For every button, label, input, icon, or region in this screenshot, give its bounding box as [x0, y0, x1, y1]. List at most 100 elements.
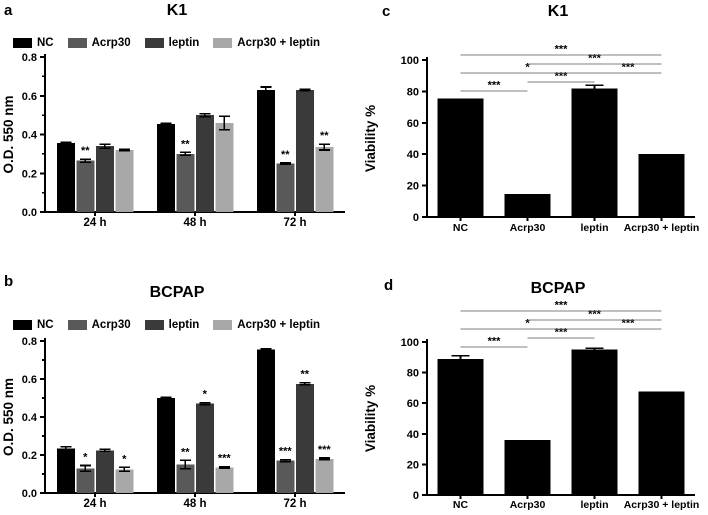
legend-swatch	[13, 320, 32, 330]
bar-a-Acrp30leptin-72h	[315, 147, 334, 212]
bar-b-leptin-48h	[195, 403, 214, 493]
panel-d-chart: 0 20 40 60 80 100 Viability % NC Acrp30 leptin Acr…	[363, 300, 700, 512]
panel-c-chart: 0 20 40 60 80 100 Viability % NC Acrp30 leptin Acr…	[363, 44, 700, 235]
panel-a-letter: a	[4, 2, 13, 19]
panel-b-legend: NC Acrp30 leptin Acrp30 + leptin	[13, 319, 320, 331]
y-tick-label: 0.6	[22, 374, 37, 386]
legend-item: NC	[13, 319, 54, 331]
y-tick-label: 20	[407, 181, 419, 193]
panel-b: b BCPAP NC Acrp30 leptin Acrp30 + leptin 0.…	[0, 258, 354, 515]
y-tick-label: 0.2	[22, 450, 37, 462]
y-tick-label: 0.8	[22, 52, 37, 64]
y-axis-title: Viability %	[363, 105, 378, 172]
bar-b-Acrp30-48h	[176, 464, 195, 493]
panel-a-title: K1	[166, 2, 188, 19]
significance-stars: **	[181, 138, 190, 150]
significance-stars: ***	[588, 53, 602, 65]
legend-swatch	[213, 320, 233, 330]
y-axis-title: O.D. 550 nm	[1, 95, 16, 173]
y-tick-label: 20	[407, 459, 419, 471]
significance-stars: ***	[622, 62, 636, 74]
legend-item: Acrp30 + leptin	[213, 319, 320, 331]
y-tick-label: 60	[407, 398, 419, 410]
panel-c-title: K1	[547, 3, 569, 20]
bar-d-leptin	[571, 349, 618, 495]
legend-swatch	[67, 320, 87, 330]
legend-label: leptin	[168, 319, 200, 331]
legend-item: Acrp30	[67, 319, 131, 331]
bar-b-NC-48h	[156, 398, 175, 493]
x-category-label: Acrp30 + leptin	[624, 499, 700, 511]
bar-d-NC	[437, 358, 484, 495]
y-tick-label: 0.0	[22, 488, 37, 500]
bar-b-Acrp30-24h	[76, 468, 95, 493]
x-category-label: 24 h	[83, 217, 106, 229]
significance-stars: ***	[555, 327, 569, 339]
y-tick-label: 0.2	[22, 168, 37, 180]
bar-a-Acrp30-24h	[76, 160, 95, 212]
significance-stars: **	[181, 446, 190, 458]
bar-c-NC	[437, 98, 484, 217]
x-category-label: NC	[453, 222, 469, 234]
x-category-label: Acrp30	[510, 222, 546, 234]
significance-stars: ***	[622, 318, 636, 330]
legend-swatch	[144, 320, 164, 330]
panel-d: d BCPAP 0 20 40 60 80 100 Viability % NC Acrp30 l…	[354, 258, 708, 515]
y-tick-label: 0.0	[22, 207, 37, 219]
y-tick-label: 0	[413, 490, 419, 502]
significance-stars: **	[281, 149, 290, 161]
significance-stars: **	[81, 145, 90, 157]
y-tick-label: 0.8	[22, 336, 37, 348]
legend-label: NC	[37, 37, 54, 49]
significance-stars: ***	[488, 80, 502, 92]
bar-b-Acrp30leptin-72h	[315, 458, 334, 493]
legend-label: Acrp30 + leptin	[237, 319, 321, 331]
x-category-label: 48 h	[183, 217, 206, 229]
x-category-label: 72 h	[283, 217, 306, 229]
bar-c-leptin	[571, 88, 618, 217]
x-category-label: Acrp30	[510, 499, 546, 511]
panel-d-letter: d	[384, 277, 394, 294]
bar-c-Acrp30leptin	[638, 154, 685, 217]
significance-stars: *	[203, 389, 208, 401]
bar-a-NC-48h	[156, 123, 175, 212]
bar-b-NC-72h	[256, 349, 275, 493]
bar-d-Acrp30	[504, 439, 551, 495]
significance-stars: **	[300, 369, 309, 381]
significance-stars: ***	[218, 453, 232, 465]
y-tick-label: 100	[401, 55, 419, 67]
panel-c-letter: c	[382, 3, 391, 20]
panel-c: c K1 0 20 40 60 80 100 Viability % NC Acrp30 lept…	[354, 0, 708, 258]
legend-item: Acrp30 + leptin	[213, 37, 320, 49]
legend-label: leptin	[168, 37, 200, 49]
panel-a: a K1 NC Acrp30 leptin Acrp30 + leptin 0.0 0.…	[0, 0, 354, 258]
bar-a-Acrp30-48h	[176, 153, 195, 212]
y-tick-label: 60	[407, 118, 419, 130]
legend-swatch	[213, 38, 233, 48]
bar-b-NC-24h	[56, 448, 75, 493]
y-tick-label: 40	[407, 149, 419, 161]
x-category-label: 24 h	[83, 498, 106, 510]
significance-stars: *	[83, 451, 88, 463]
panel-b-title: BCPAP	[149, 284, 205, 301]
x-category-label: Acrp30 + leptin	[624, 222, 700, 234]
y-tick-label: 80	[407, 86, 419, 98]
significance-stars: **	[320, 130, 329, 142]
bar-a-leptin-48h	[195, 115, 214, 212]
bar-a-leptin-72h	[295, 89, 314, 212]
legend-swatch	[67, 38, 87, 48]
bar-d-Acrp30leptin	[638, 391, 685, 495]
bar-a-Acrp30leptin-24h	[115, 150, 134, 212]
y-tick-label: 100	[401, 337, 419, 349]
y-axis-title: O.D. 550 nm	[1, 378, 16, 456]
bar-b-Acrp30leptin-48h	[215, 467, 234, 493]
y-tick-label: 0	[413, 212, 419, 224]
legend-item: leptin	[144, 319, 200, 331]
panel-b-letter: b	[4, 273, 14, 290]
panel-a-chart: 0.0 0.2 0.4 0.6 0.8 O.D. 550 nm 24 h ** 48 h ** 72…	[1, 52, 345, 229]
panel-a-legend: NC Acrp30 leptin Acrp30 + leptin	[13, 37, 320, 49]
bar-b-Acrp30-72h	[276, 460, 295, 493]
y-tick-label: 0.4	[22, 130, 38, 142]
